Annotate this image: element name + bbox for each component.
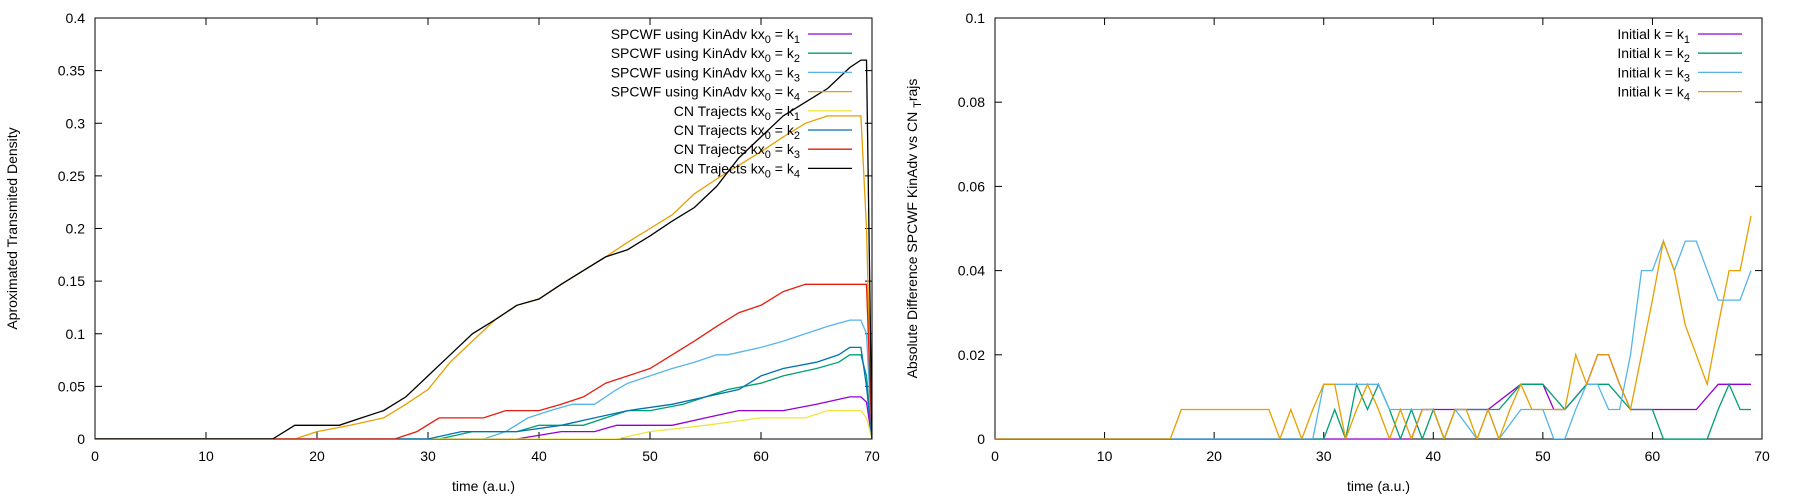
y-tick-label: 0.04 bbox=[958, 263, 985, 279]
y-tick-label: 0.1 bbox=[66, 326, 86, 342]
series-line-2 bbox=[95, 354, 872, 439]
y-tick-label: 0 bbox=[77, 431, 85, 447]
left-chart: 0 10 20 30 40 50 60 70 0 0.05 0.1 0.15 0.2 0.25 0.3 0.3… bbox=[4, 10, 880, 494]
x-tick-label: 10 bbox=[198, 448, 214, 464]
x-tick-label: 70 bbox=[1754, 448, 1770, 464]
y-tick-label: 0.15 bbox=[58, 273, 85, 289]
series-line-7 bbox=[95, 283, 872, 439]
plot-frame bbox=[994, 17, 1763, 440]
right-chart: 0 10 20 30 40 50 60 70 0 0.02 0.04 0.06 0.08 0.1 time … bbox=[904, 10, 1770, 494]
y-tick-label: 0.35 bbox=[58, 63, 85, 79]
legend-label-1: SPCWF using KinAdv kx0 = k1 bbox=[611, 26, 800, 46]
y-tick-label: 0.05 bbox=[58, 378, 85, 394]
x-tick-label: 0 bbox=[91, 448, 99, 464]
legend-label-5: CN Trajects kx0 = k1 bbox=[674, 103, 800, 123]
x-tick-label: 50 bbox=[642, 448, 658, 464]
y-tick-label: 0.02 bbox=[958, 347, 985, 363]
x-tick-label: 40 bbox=[1425, 448, 1441, 464]
series-line-1 bbox=[95, 396, 872, 439]
legend-label-4: SPCWF using KinAdv kx0 = k4 bbox=[611, 84, 800, 104]
series-line-3 bbox=[95, 319, 872, 439]
series-line-8 bbox=[95, 59, 872, 439]
series-line-5 bbox=[95, 409, 872, 439]
x-tick-label: 50 bbox=[1535, 448, 1551, 464]
y-tick-label: 0.4 bbox=[66, 10, 86, 26]
series-line-2 bbox=[995, 382, 1751, 439]
legend-label-8: CN Trajects kx0 = k4 bbox=[674, 160, 800, 180]
legend-label-1: Initial k = k1 bbox=[1617, 26, 1690, 46]
y-axis-label: Absolute Difference SPCWF KinAdv vs CN T… bbox=[904, 79, 924, 379]
x-tick-label: 0 bbox=[991, 448, 999, 464]
y-tick-label: 0.25 bbox=[58, 168, 85, 184]
y-tick-label: 0 bbox=[977, 431, 985, 447]
plot-frame bbox=[94, 17, 873, 440]
series-line-6 bbox=[95, 346, 872, 439]
legend-label-6: CN Trajects kx0 = k2 bbox=[674, 122, 800, 142]
x-tick-label: 40 bbox=[531, 448, 547, 464]
y-tick-label: 0.08 bbox=[958, 94, 985, 110]
legend-label-2: SPCWF using KinAdv kx0 = k2 bbox=[611, 45, 800, 65]
legend-label-2: Initial k = k2 bbox=[1617, 45, 1690, 65]
x-tick-label: 20 bbox=[309, 448, 325, 464]
x-tick-label: 20 bbox=[1206, 448, 1222, 464]
legend-label-7: CN Trajects kx0 = k3 bbox=[674, 141, 800, 161]
x-tick-label: 10 bbox=[1097, 448, 1113, 464]
legend-label-3: SPCWF using KinAdv kx0 = k3 bbox=[611, 64, 800, 84]
y-tick-label: 0.06 bbox=[958, 178, 985, 194]
y-axis-label: Aproximated Transmited Density bbox=[4, 127, 20, 329]
y-tick-label: 0.1 bbox=[966, 10, 986, 26]
x-tick-label: 30 bbox=[420, 448, 436, 464]
x-tick-label: 60 bbox=[753, 448, 769, 464]
x-tick-label: 70 bbox=[864, 448, 880, 464]
legend-label-4: Initial k = k4 bbox=[1617, 84, 1690, 104]
x-axis-label: time (a.u.) bbox=[1347, 478, 1410, 494]
x-tick-label: 30 bbox=[1316, 448, 1332, 464]
legend-label-3: Initial k = k3 bbox=[1617, 64, 1690, 84]
y-tick-label: 0.3 bbox=[66, 115, 86, 131]
x-axis-label: time (a.u.) bbox=[452, 478, 515, 494]
y-tick-label: 0.2 bbox=[66, 221, 86, 237]
series-line-4 bbox=[995, 215, 1752, 439]
x-tick-label: 60 bbox=[1645, 448, 1661, 464]
